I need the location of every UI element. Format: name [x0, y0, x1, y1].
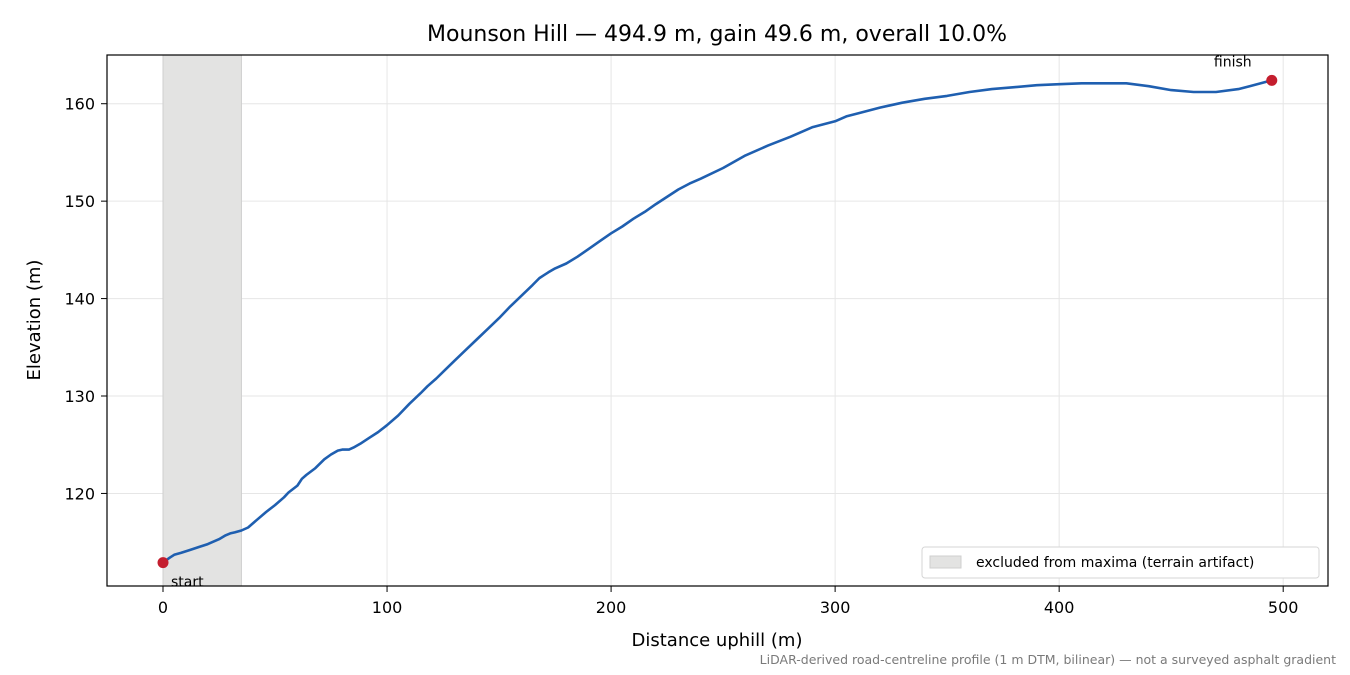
legend: excluded from maxima (terrain artifact) — [921, 546, 1320, 579]
elevation-line — [161, 79, 1274, 564]
footnote: LiDAR-derived road-centreline profile (1… — [760, 652, 1336, 667]
grid-lines — [107, 55, 1328, 586]
endpoint-markers: start finish — [157, 54, 1278, 591]
x-tick-label: 300 — [820, 598, 851, 617]
y-tick-label: 140 — [64, 290, 95, 309]
y-axis-label: Elevation (m) — [24, 260, 45, 381]
legend-swatch — [929, 555, 962, 569]
finish-marker — [1266, 74, 1278, 86]
x-tick-label: 500 — [1268, 598, 1299, 617]
x-axis-label: Distance uphill (m) — [632, 630, 803, 651]
legend-frame — [921, 546, 1320, 579]
x-tick-label: 400 — [1044, 598, 1075, 617]
excluded-span — [162, 54, 242, 587]
finish-label: finish — [1214, 54, 1252, 70]
legend-label: excluded from maxima (terrain artifact) — [976, 555, 1254, 571]
y-tick-label: 130 — [64, 387, 95, 406]
x-tick-label: 200 — [596, 598, 627, 617]
chart-title: Mounson Hill — 494.9 m, gain 49.6 m, ove… — [427, 22, 1007, 47]
plot-frame — [106, 54, 1329, 587]
axis-ticks: 0 100 200 300 400 500 120 130 140 150 160 — [64, 95, 1298, 617]
y-tick-label: 160 — [64, 95, 95, 114]
y-tick-label: 150 — [64, 192, 95, 211]
start-marker — [157, 557, 169, 569]
start-label: start — [171, 575, 204, 591]
x-tick-label: 100 — [372, 598, 403, 617]
x-tick-label: 0 — [158, 598, 168, 617]
y-tick-label: 120 — [64, 484, 95, 503]
